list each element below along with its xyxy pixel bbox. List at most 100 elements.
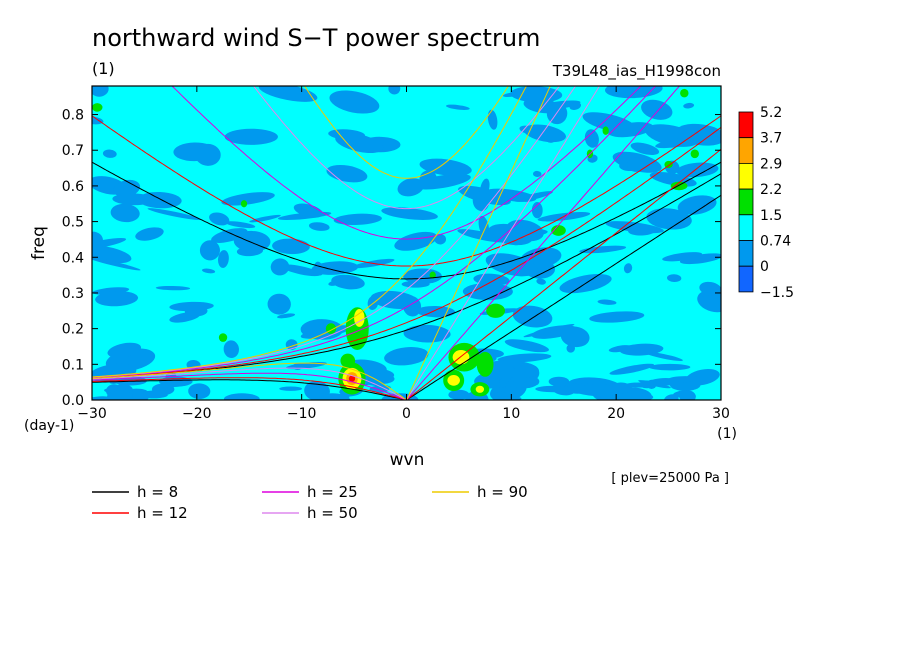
legend: h = 8 h = 12 h = 25 h = 50 h = 90 [92, 483, 528, 522]
low-power-patch [630, 142, 660, 155]
low-power-patch [308, 222, 330, 231]
low-power-patch [293, 203, 323, 218]
colorbar-label: 0 [760, 259, 769, 275]
x-tick-label: −20 [182, 406, 212, 422]
low-power-patch [199, 240, 220, 261]
low-power-patch [666, 274, 682, 283]
low-power-patch [135, 227, 164, 241]
low-power-patch [608, 345, 633, 353]
colorbar-label: 1.5 [760, 208, 782, 224]
low-power-patch [676, 162, 719, 178]
legend-label-h90: h = 90 [477, 483, 528, 501]
low-power-patch [195, 143, 221, 166]
low-power-patch [92, 256, 141, 271]
y-tick-label: 0.3 [62, 286, 84, 302]
low-power-patch [699, 281, 721, 296]
power-blob-high [218, 333, 228, 342]
low-power-patch [448, 389, 470, 400]
colorbar-swatch [738, 162, 754, 190]
x-tick-label: 10 [502, 406, 520, 422]
low-power-patch [589, 311, 645, 323]
low-power-patch [648, 363, 691, 371]
low-power-patch [281, 264, 321, 277]
low-power-patch [113, 179, 141, 198]
dispersion-curve-h25 [406, 86, 657, 308]
low-power-patch [384, 347, 429, 366]
low-power-patch [646, 208, 692, 230]
low-power-patch [333, 213, 382, 226]
low-power-patch [609, 363, 655, 375]
dispersion-curve-h12 [92, 322, 407, 379]
low-power-patch [677, 195, 717, 215]
power-blob-high [476, 351, 494, 377]
low-power-patch [669, 378, 701, 391]
low-power-patch [644, 351, 683, 361]
low-power-patch [611, 392, 649, 400]
low-power-patch [546, 102, 568, 125]
low-power-patch [305, 321, 324, 338]
low-power-patch [523, 324, 575, 338]
low-power-patch [92, 238, 127, 252]
low-power-patch [679, 390, 696, 400]
low-power-patch [535, 385, 574, 393]
dispersion-curve-h25 [92, 372, 407, 400]
colorbar-label: 2.9 [760, 156, 782, 172]
axes: −30 −20 −10 0 10 20 30 0.0 0.1 0.2 0.3 0.4 0.5 0.6 0.7… [62, 86, 730, 422]
y-tick-label: 0.8 [62, 108, 84, 124]
dispersion-curve-h8 [406, 173, 721, 331]
dispersion-curve-h8 [92, 161, 721, 280]
legend-label-h50: h = 50 [307, 504, 358, 522]
low-power-patch [279, 386, 303, 391]
dispersion-curve-h90 [92, 362, 407, 400]
y-tick-label: 0.1 [62, 357, 84, 373]
low-power-patch [548, 376, 570, 387]
y-tick-label: 0.5 [62, 215, 84, 231]
low-power-patch [110, 203, 140, 223]
x-axis-units: (1) [717, 426, 737, 442]
dispersion-curve-h50 [92, 367, 407, 400]
low-power-patch [683, 102, 695, 109]
low-power-patch [367, 373, 395, 385]
dispersion-curves [92, 86, 721, 400]
low-power-patch [605, 221, 664, 234]
colorbar-swatch [738, 111, 754, 139]
dispersion-curve-h25 [406, 86, 681, 400]
low-power-patch [480, 360, 539, 381]
colorbar-swatch [738, 188, 754, 216]
low-power-patch [697, 290, 721, 313]
low-power-patch [225, 221, 256, 229]
power-blob-high [240, 200, 248, 208]
y-tick-label: 0.2 [62, 322, 84, 338]
low-power-patch [498, 396, 522, 400]
low-power-patch [339, 392, 350, 400]
low-power-patch [381, 207, 438, 220]
x-tick-label: 20 [607, 406, 625, 422]
low-power-patch [223, 340, 239, 359]
low-power-patch [508, 224, 526, 246]
low-power-patch [472, 191, 490, 212]
low-power-patch [221, 192, 275, 206]
colorbar-swatch [738, 265, 754, 293]
x-tick-label: 30 [712, 406, 730, 422]
low-power-patch [523, 124, 566, 143]
low-power-patch [445, 104, 470, 110]
low-power-patch [434, 234, 447, 245]
low-power-patch [277, 313, 296, 319]
dispersion-curve-h50 [406, 86, 601, 400]
low-power-patch [487, 109, 498, 130]
low-power-patch [224, 128, 278, 145]
low-power-patch [646, 379, 657, 389]
low-power-patch [169, 301, 214, 312]
power-blob-high [92, 103, 103, 112]
power-blob-higher [475, 385, 485, 393]
low-power-patch [147, 208, 201, 220]
low-power-patch [107, 390, 133, 400]
dispersion-curve-h90 [92, 271, 407, 378]
dispersion-curve-h90 [304, 86, 509, 179]
low-power-patch [209, 212, 230, 226]
low-power-patch [607, 122, 654, 138]
low-power-patch [536, 278, 546, 285]
legend-label-h25: h = 25 [307, 483, 358, 501]
low-power-patch [331, 274, 365, 290]
low-power-patch [504, 339, 549, 353]
